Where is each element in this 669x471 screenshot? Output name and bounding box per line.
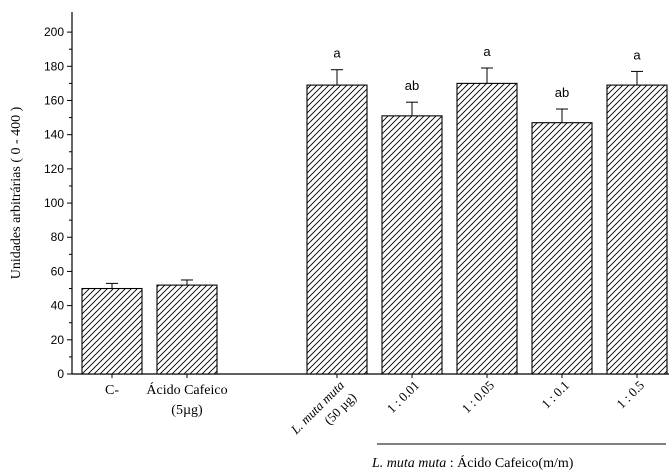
x-tick-label-rotated: 1 : 0.1 [538,378,572,412]
y-tick-label: 120 [44,162,64,176]
y-tick-label: 140 [44,128,64,142]
y-tick-label: 40 [51,299,65,313]
y-tick-label: 60 [51,264,65,278]
y-tick-label: 0 [57,367,64,381]
y-axis-label: Unidades arbitrárias ( 0 - 400 ) [9,106,24,279]
bar [606,84,668,375]
bar-annotation: ab [555,85,569,100]
y-tick-label: 200 [44,25,64,39]
group-label: L. muta muta : Ácido Cafeico(m/m) [371,454,574,471]
bar-annotation: a [483,44,491,59]
x-tick-label-rotated: 1 : 0.05 [459,378,497,416]
bar-annotation: ab [405,78,419,93]
bar [81,287,143,375]
y-tick-label: 20 [51,333,65,347]
group-label-italic: L. muta muta [371,456,446,471]
bar [381,115,443,375]
x-tick-label: 1 : 0.05 [459,378,497,416]
x-tick-label-rotated: 1 : 0.01 [384,378,422,416]
x-tick-label: 1 : 0.5 [613,378,647,412]
x-tick-label: Ácido Cafeico [146,381,227,398]
bar-annotation: a [333,46,341,61]
y-tick-group: 0 20 40 60 80 100 120 140 160 180 200 [44,25,72,381]
bar-annotation: a [633,47,641,62]
y-tick-label: 180 [44,59,64,73]
bar [306,84,368,375]
bar [531,122,593,375]
bar-group: a ab a ab a [81,44,668,378]
x-tick-label: 1 : 0.01 [384,378,422,416]
x-tick-label: C- [105,383,119,398]
x-tick-label-group: C- Ácido Cafeico (5µg) L. muta muta(50 µg) 1… [105,377,647,437]
y-tick-label: 80 [51,230,65,244]
x-tick-label-line2: (5µg) [171,403,203,418]
group-label-normal: : Ácido Cafeico(m/m) [450,454,574,471]
x-tick-label: 1 : 0.1 [538,378,572,412]
x-tick-label-rotated: 1 : 0.5 [613,378,647,412]
bar [156,284,218,375]
y-tick-label: 100 [44,196,64,210]
x-tick-label-rotated: L. muta muta(50 µg) [287,377,359,437]
y-tick-label: 160 [44,93,64,107]
bar [456,82,518,375]
